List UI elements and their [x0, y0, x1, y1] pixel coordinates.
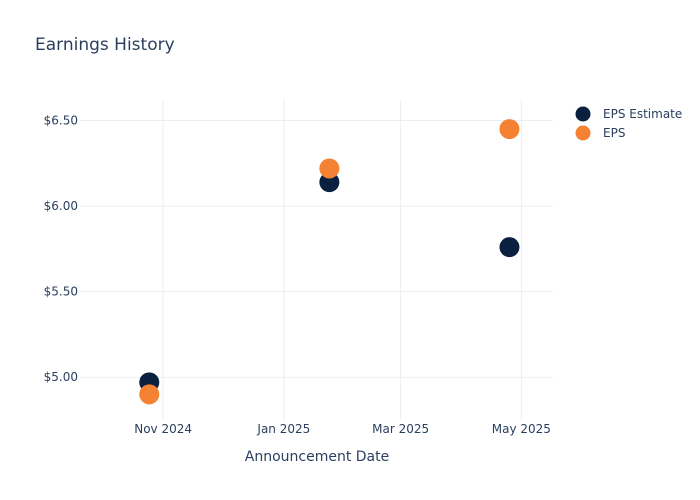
- legend-label-0: EPS Estimate: [603, 107, 682, 121]
- point-eps-estimate-1[interactable]: [319, 172, 340, 193]
- data-points: [139, 119, 520, 405]
- grid: [80, 100, 553, 420]
- chart-title: Earnings History: [35, 35, 175, 55]
- x-tick-label-0: Nov 2024: [134, 422, 192, 436]
- point-eps-1[interactable]: [319, 158, 340, 179]
- point-eps-0[interactable]: [139, 384, 160, 405]
- legend-marker-0: [575, 106, 591, 122]
- axis-ticks: $5.00 $5.50 $6.00 $6.50 Nov 2024 Jan 2025 Mar …: [44, 114, 551, 436]
- point-eps-2[interactable]: [499, 119, 520, 140]
- legend-marker-1: [575, 125, 591, 141]
- y-tick-label-2: $6.00: [44, 199, 78, 213]
- y-tick-label-0: $5.00: [44, 370, 78, 384]
- point-eps-estimate-2[interactable]: [499, 237, 520, 258]
- y-tick-label-1: $5.50: [44, 285, 78, 299]
- legend: EPS Estimate EPS: [575, 106, 682, 141]
- x-tick-label-2: Mar 2025: [372, 422, 429, 436]
- y-tick-label-3: $6.50: [44, 114, 78, 128]
- legend-label-1: EPS: [603, 126, 625, 140]
- x-tick-label-3: May 2025: [492, 422, 551, 436]
- x-tick-label-1: Jan 2025: [256, 422, 310, 436]
- x-axis-title: Announcement Date: [245, 449, 389, 465]
